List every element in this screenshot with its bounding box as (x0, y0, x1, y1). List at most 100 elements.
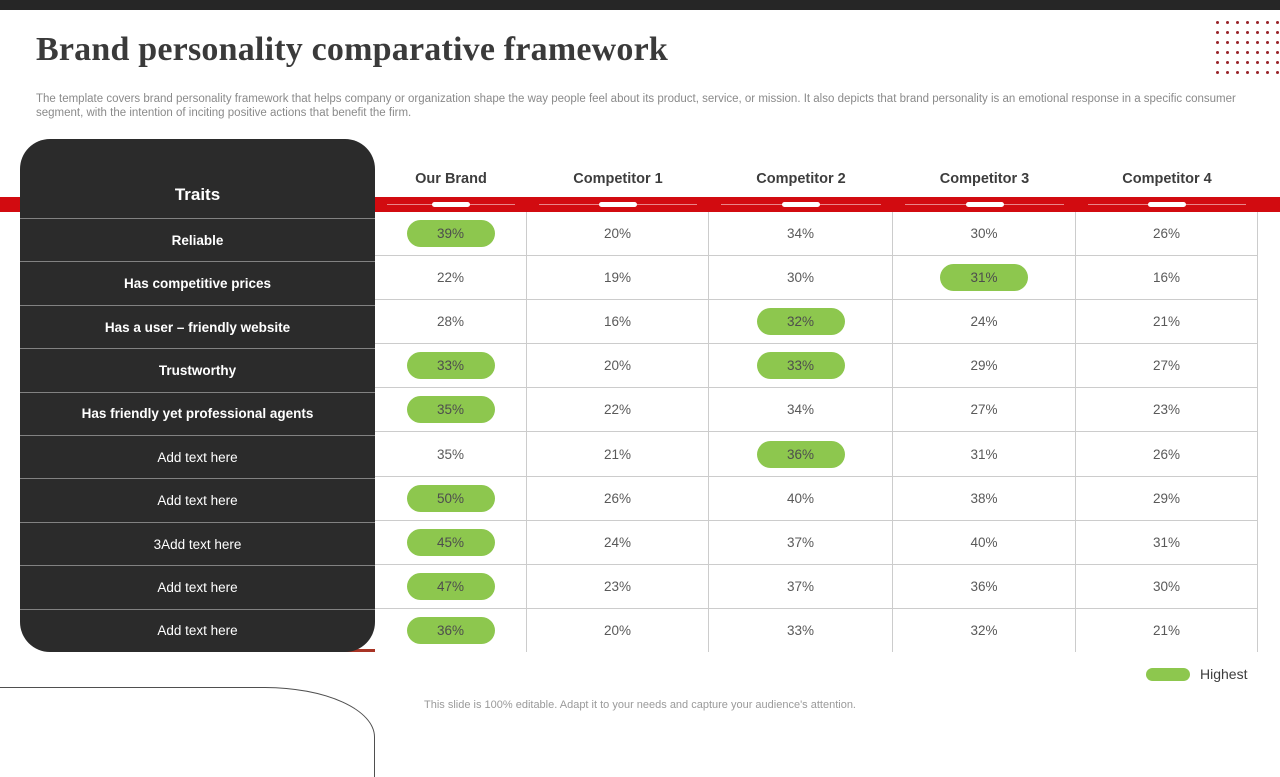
table-cell: 40% (709, 476, 893, 520)
marker-dash (432, 202, 470, 207)
trait-label: Has competitive prices (20, 261, 375, 304)
table-cell: 29% (893, 344, 1076, 388)
table-cell: 16% (527, 300, 709, 344)
table-cell: 27% (1076, 344, 1258, 388)
corner-outline-shape (0, 687, 375, 777)
table-cell: 31% (1076, 520, 1258, 564)
column-header: Our Brand (415, 171, 487, 187)
table-cell: 16% (1076, 256, 1258, 300)
table-cell: 33% (375, 344, 527, 388)
band-marker (709, 197, 893, 212)
dot-icon (1216, 61, 1219, 64)
table-cell: 34% (709, 388, 893, 432)
table-cell: 45% (375, 520, 527, 564)
trait-label: Add text here (20, 608, 375, 652)
table-cell: 21% (1076, 608, 1258, 652)
band-marker (375, 197, 527, 212)
table-cell: 31% (893, 432, 1076, 476)
dot-icon (1236, 61, 1239, 64)
trait-label: Has friendly yet professional agents (20, 391, 375, 435)
dot-icon (1276, 71, 1279, 74)
table-row: 50% 26% 40% 38% 29% (375, 476, 1258, 521)
highest-value-pill: 32% (756, 308, 845, 336)
highest-value-pill: 35% (406, 396, 495, 424)
column-header: Competitor 2 (756, 171, 846, 187)
highest-value-pill: 36% (406, 616, 495, 644)
table-cell: 38% (893, 476, 1076, 520)
dot-icon (1246, 21, 1249, 24)
trait-label: Add text here (20, 435, 375, 478)
page-title: Brand personality comparative framework (36, 31, 668, 68)
band-marker-row (375, 197, 1258, 212)
trait-label: Add text here (20, 565, 375, 608)
table-cell: 35% (375, 432, 527, 476)
dot-icon (1246, 71, 1249, 74)
dot-icon (1236, 71, 1239, 74)
table-cell: 32% (893, 608, 1076, 652)
dot-icon (1266, 31, 1269, 34)
table-cell: 29% (1076, 476, 1258, 520)
dot-icon (1216, 21, 1219, 24)
table-cell: 31% (893, 256, 1076, 300)
table-cell: 26% (1076, 212, 1258, 256)
dot-icon (1256, 51, 1259, 54)
dot-icon (1256, 31, 1259, 34)
dot-icon (1246, 51, 1249, 54)
band-marker (1076, 197, 1258, 212)
table-cell: 22% (527, 388, 709, 432)
table-cell: 37% (709, 520, 893, 564)
table-cell: 34% (709, 212, 893, 256)
comparison-table: 39% 20% 34% 30% 26% 22% 19% 30% 31% 16% 28% 16% 32% 2… (375, 212, 1258, 652)
legend: Highest (1146, 666, 1247, 682)
table-cell: 21% (527, 432, 709, 476)
dot-icon (1216, 71, 1219, 74)
table-row: 35% 21% 36% 31% 26% (375, 432, 1258, 477)
top-accent-bar (0, 0, 1280, 10)
decorative-dot-grid (1216, 21, 1279, 74)
highest-value-pill: 36% (756, 440, 845, 468)
dot-icon (1236, 51, 1239, 54)
column-header: Competitor 3 (939, 171, 1030, 187)
marker-dash (599, 202, 637, 207)
table-cell: 24% (527, 520, 709, 564)
dot-icon (1276, 31, 1279, 34)
dot-icon (1266, 61, 1269, 64)
table-cell: 26% (1076, 432, 1258, 476)
table-cell: 36% (709, 432, 893, 476)
trait-label: Trustworthy (20, 348, 375, 391)
dot-icon (1226, 51, 1229, 54)
dot-icon (1266, 41, 1269, 44)
dot-icon (1226, 61, 1229, 64)
table-cell: 27% (893, 388, 1076, 432)
table-cell: 37% (709, 564, 893, 608)
highest-legend-swatch (1146, 667, 1190, 681)
table-row: 47% 23% 37% 36% 30% (375, 564, 1258, 609)
dot-icon (1216, 51, 1219, 54)
highest-value-pill: 33% (756, 352, 845, 380)
table-cell: 50% (375, 476, 527, 520)
trait-label: Reliable (20, 218, 375, 261)
dot-icon (1236, 31, 1239, 34)
table-cell: 23% (1076, 388, 1258, 432)
table-row: 22% 19% 30% 31% 16% (375, 256, 1258, 301)
table-cell: 20% (527, 344, 709, 388)
dot-icon (1256, 41, 1259, 44)
dot-icon (1256, 21, 1259, 24)
dot-icon (1246, 61, 1249, 64)
trait-label-list: Reliable Has competitive prices Has a user… (20, 218, 375, 652)
trait-label: 3Add text here (20, 521, 375, 565)
table-cell: 32% (709, 300, 893, 344)
table-cell: 24% (893, 300, 1076, 344)
marker-dash (782, 202, 820, 207)
highest-value-pill: 39% (406, 220, 495, 248)
dot-icon (1276, 51, 1279, 54)
table-cell: 30% (893, 212, 1076, 256)
highest-value-pill: 50% (406, 484, 495, 512)
column-header: Competitor 4 (1122, 171, 1212, 187)
table-cell: 36% (893, 564, 1076, 608)
table-cell: 39% (375, 212, 527, 256)
table-cell: 23% (527, 564, 709, 608)
table-row: 28% 16% 32% 24% 21% (375, 300, 1258, 345)
table-row: 35% 22% 34% 27% 23% (375, 388, 1258, 433)
table-cell: 20% (527, 212, 709, 256)
